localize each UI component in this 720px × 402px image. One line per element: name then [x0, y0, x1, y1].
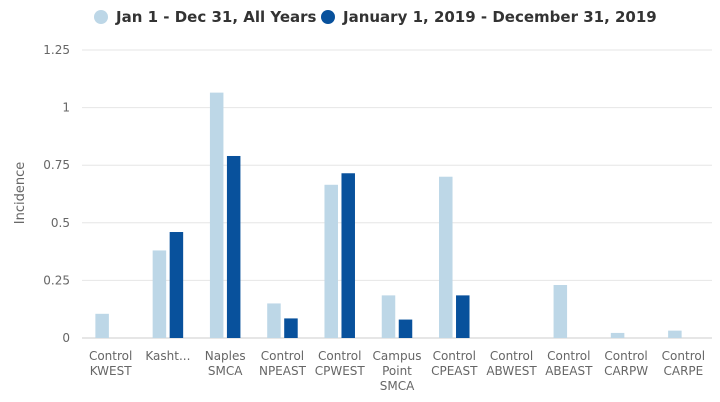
bars: [95, 92, 682, 339]
y-tick-label: 1: [62, 101, 70, 115]
y-tick-label: 0.5: [51, 216, 70, 230]
x-tick-label: Control CARPW: [604, 349, 648, 378]
bar: [668, 330, 682, 338]
x-tick-label: Control ABWEST: [486, 349, 537, 378]
y-tick-label: 0.25: [43, 273, 70, 287]
bar: [152, 250, 167, 338]
bar: [169, 232, 184, 338]
bar: [398, 319, 413, 338]
x-tick-label: Naples SMCA: [205, 349, 246, 378]
x-tick-label: Control CARPE: [662, 349, 705, 378]
legend-label-2: January 1, 2019 - December 31, 2019: [342, 8, 657, 26]
x-axis-labels: Control KWEST Kasht... Naples SMCA Control NPE…: [89, 349, 705, 393]
bar: [439, 176, 453, 338]
gridlines: [82, 49, 712, 339]
y-axis-ticks: 0 0.25 0.5 0.75 1 1.25: [43, 43, 70, 345]
bar: [209, 92, 224, 339]
x-tick-label: Control KWEST: [89, 349, 132, 378]
x-tick-label: Campus Point SMCA: [373, 349, 422, 393]
x-tick-label: Control ABEAST: [545, 349, 593, 378]
bar: [267, 303, 281, 338]
legend: Jan 1 - Dec 31, All Years January 1, 2019…: [94, 8, 657, 26]
bar: [381, 295, 396, 338]
bar: [610, 332, 625, 338]
y-tick-label: 0: [62, 331, 70, 345]
bar: [553, 285, 568, 338]
bar: [284, 318, 298, 338]
x-tick-label: Kasht...: [145, 349, 190, 363]
y-tick-label: 1.25: [43, 43, 70, 57]
legend-label-1: Jan 1 - Dec 31, All Years: [115, 8, 317, 26]
bar: [324, 184, 338, 338]
y-tick-label: 0.75: [43, 158, 70, 172]
bar: [456, 295, 470, 338]
y-axis-title: Incidence: [13, 162, 28, 224]
bar: [341, 173, 355, 338]
bar: [95, 313, 109, 338]
x-tick-label: Control NPEAST: [259, 349, 307, 378]
x-tick-label: Control CPEAST: [431, 349, 478, 378]
legend-marker-1: [94, 10, 108, 24]
legend-marker-2: [321, 10, 335, 24]
bar: [226, 155, 241, 338]
x-tick-label: Control CPWEST: [315, 349, 366, 378]
